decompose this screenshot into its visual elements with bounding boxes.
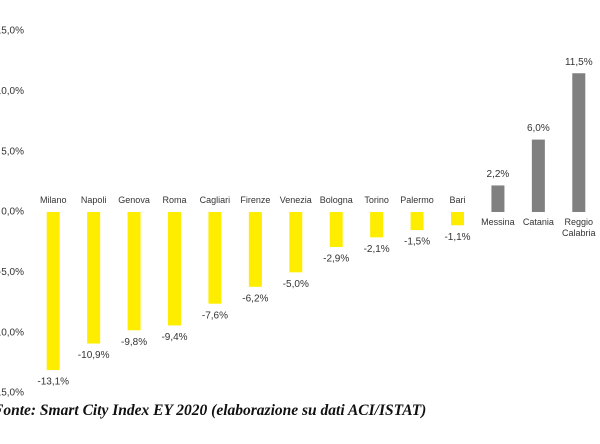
bar — [572, 73, 586, 212]
bar — [329, 212, 343, 247]
value-label: 6,0% — [527, 123, 550, 134]
value-label: -9,8% — [121, 337, 147, 348]
y-tick-label: -15,0% — [0, 388, 24, 399]
x-tick-label: Torino — [364, 195, 389, 205]
y-tick-label: -10,0% — [0, 327, 24, 338]
x-tick-label: Venezia — [279, 195, 312, 205]
x-tick-label: Bologna — [319, 195, 353, 205]
value-label: -10,9% — [78, 350, 110, 361]
value-label: 11,5% — [565, 57, 593, 68]
bar — [168, 212, 181, 326]
value-label: -5,0% — [283, 279, 309, 290]
x-tick-label: Bari — [449, 195, 466, 205]
value-label: -7,6% — [202, 310, 228, 321]
bar — [370, 212, 384, 238]
bar — [248, 212, 262, 287]
bar — [208, 212, 222, 304]
value-label: -9,4% — [161, 332, 187, 343]
value-label: -1,5% — [404, 237, 430, 248]
x-tick-label: Reggio Calabria — [562, 217, 596, 238]
x-tick-label: Catania — [522, 217, 554, 227]
y-tick-label: 10,0% — [0, 86, 24, 97]
bar — [127, 212, 141, 331]
value-label: -1,1% — [444, 232, 470, 243]
x-tick-label: Napoli — [80, 195, 107, 205]
y-tick-label: -5,0% — [0, 267, 24, 278]
x-tick-label: Cagliari — [199, 195, 231, 205]
value-label: -6,2% — [242, 293, 268, 304]
bar — [451, 212, 464, 226]
bar — [410, 212, 424, 231]
x-tick-label: Genova — [118, 195, 150, 205]
x-tick-label: Messina — [481, 217, 515, 227]
bar — [46, 212, 60, 371]
bar — [87, 212, 101, 344]
value-label: -13,1% — [37, 377, 69, 388]
y-tick-label: 5,0% — [1, 146, 24, 157]
source-note: Fonte: Smart City Index EY 2020 (elabora… — [0, 402, 427, 419]
x-tick-label: Milano — [39, 195, 67, 205]
value-label: -2,9% — [323, 254, 349, 265]
y-tick-label: 0,0% — [1, 207, 24, 218]
bar — [531, 139, 545, 212]
x-tick-label: Roma — [162, 195, 187, 205]
y-tick-label: 15,0% — [0, 26, 24, 37]
value-label: 2,2% — [487, 169, 510, 180]
bar — [289, 212, 303, 273]
value-label: -2,1% — [364, 244, 390, 255]
x-tick-label: Palermo — [400, 195, 434, 205]
bar — [491, 185, 505, 212]
x-tick-label: Firenze — [240, 195, 271, 205]
